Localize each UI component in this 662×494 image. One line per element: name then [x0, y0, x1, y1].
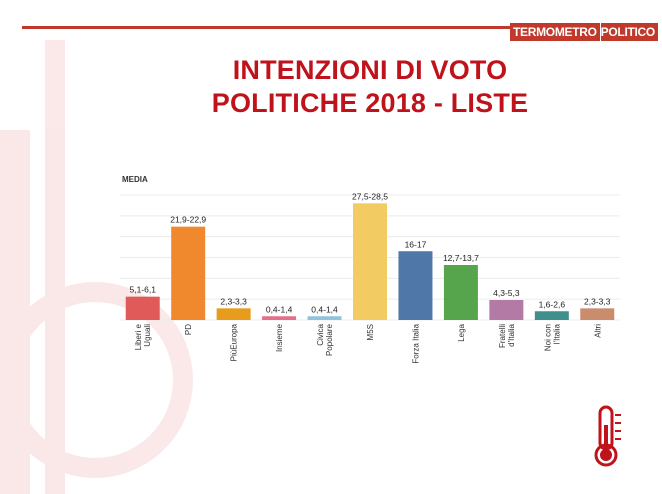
logo-text-part1: TERMOMETRO	[510, 23, 600, 41]
bar-chart: MEDIA 5,1-6,1 Liberi e Uguali 21,9-22,9 PD 2,3…	[120, 175, 620, 364]
data-label: 12,7-13,7	[443, 253, 479, 263]
data-label: 27,5-28,5	[352, 191, 388, 201]
category-label: Liberi e Uguali	[134, 323, 152, 350]
page-title-line1: INTENZIONI DI VOTO	[232, 55, 508, 85]
data-label: 1,6-2,6	[539, 299, 566, 309]
bar-m5s	[353, 203, 387, 320]
bar-noi-con-l-italia	[534, 311, 569, 320]
y-axis-label: MEDIA	[122, 175, 148, 184]
bar-pi-europa	[216, 308, 251, 320]
header-rule	[22, 26, 634, 29]
category-label-line: Noi con	[543, 324, 552, 351]
category-label-line: PD	[184, 324, 193, 335]
category-label: Altri	[593, 324, 602, 338]
bar-altri	[580, 308, 615, 320]
brand-logo: TERMOMETRO POLITICO	[510, 22, 658, 42]
data-label: 0,4-1,4	[311, 304, 338, 314]
data-label: 21,9-22,9	[170, 215, 206, 225]
bar-civica-popolare	[307, 316, 342, 320]
category-label: Insieme	[275, 323, 284, 352]
bar-insieme	[262, 316, 297, 320]
data-label: 5,1-6,1	[129, 285, 156, 295]
data-label: 2,3-3,3	[584, 296, 611, 306]
data-label: 2,3-3,3	[220, 296, 247, 306]
bar-forza-italia	[398, 251, 433, 320]
page-title-line2: POLITICHE 2018 - LISTE	[211, 88, 529, 118]
category-label-line: Lega	[457, 323, 466, 341]
data-label: 0,4-1,4	[266, 304, 293, 314]
category-label: PD	[184, 324, 193, 335]
category-label-line: Altri	[593, 324, 602, 338]
category-label-line: Forza Italia	[411, 323, 420, 363]
category-label-line: M5S	[366, 324, 375, 340]
category-label-line: Civica	[316, 323, 325, 345]
category-label-line: Popolare	[325, 323, 334, 356]
category-label-line: d'Italia	[507, 323, 516, 346]
category-label-line: l'Italia	[552, 323, 561, 344]
logo-text-part2: POLITICO	[599, 23, 658, 41]
bar-fratelli-d-italia	[489, 300, 524, 320]
category-label-line: PiùEuropa	[230, 323, 239, 361]
bar-pd	[171, 226, 206, 320]
category-label: Forza Italia	[411, 323, 420, 363]
bar-lega	[443, 265, 478, 320]
category-label: M5S	[366, 324, 375, 340]
category-label-line: Liberi e	[134, 323, 143, 350]
category-label: Civica Popolare	[316, 323, 334, 356]
data-label: 16-17	[405, 239, 427, 249]
category-label-line: Uguali	[143, 324, 152, 347]
category-label: Noi con l'Italia	[543, 323, 561, 351]
category-label-line: Insieme	[275, 323, 284, 352]
category-label: Fratelli d'Italia	[498, 323, 516, 348]
thermometer-icon	[594, 405, 621, 467]
category-label: Lega	[457, 323, 466, 341]
category-label-line: Fratelli	[498, 324, 507, 348]
category-label: PiùEuropa	[230, 323, 239, 361]
data-label: 4,3-5,3	[493, 288, 520, 298]
bar-liberi-e-uguali	[125, 296, 160, 320]
